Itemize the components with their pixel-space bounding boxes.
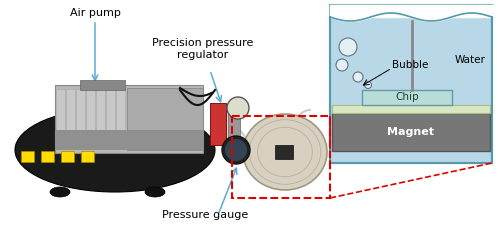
Bar — [127, 88, 203, 150]
Text: Precision pressure
regulator: Precision pressure regulator — [152, 38, 254, 60]
Bar — [55, 130, 203, 150]
Ellipse shape — [50, 187, 70, 197]
FancyBboxPatch shape — [62, 152, 74, 163]
Bar — [55, 85, 203, 153]
FancyBboxPatch shape — [22, 152, 35, 163]
Circle shape — [353, 72, 363, 82]
Bar — [116, 89, 125, 149]
Bar — [76, 89, 85, 149]
Bar — [66, 89, 75, 149]
Text: Bubble: Bubble — [392, 60, 428, 70]
Circle shape — [364, 81, 372, 88]
FancyBboxPatch shape — [42, 152, 54, 163]
Text: Pressure gauge: Pressure gauge — [162, 210, 248, 220]
Text: Chip: Chip — [395, 93, 419, 102]
Bar — [330, 5, 492, 163]
FancyBboxPatch shape — [82, 152, 94, 163]
Ellipse shape — [243, 114, 327, 190]
Ellipse shape — [145, 187, 165, 197]
Bar — [56, 89, 65, 149]
Bar — [210, 103, 226, 145]
Text: Air pump: Air pump — [70, 8, 120, 18]
Bar — [216, 108, 234, 140]
Bar — [86, 89, 95, 149]
Circle shape — [227, 97, 249, 119]
Bar — [228, 106, 240, 140]
Bar — [332, 105, 490, 113]
Ellipse shape — [15, 108, 215, 192]
Bar — [232, 116, 330, 198]
Circle shape — [339, 38, 357, 56]
Circle shape — [225, 139, 247, 161]
Text: Water: Water — [454, 55, 486, 65]
Circle shape — [336, 59, 348, 71]
Bar — [106, 89, 115, 149]
Bar — [275, 145, 293, 159]
Text: Magnet: Magnet — [388, 127, 434, 137]
Bar — [96, 89, 105, 149]
Bar — [362, 90, 452, 105]
Bar — [332, 113, 490, 151]
Bar — [80, 80, 125, 90]
Circle shape — [222, 136, 250, 164]
